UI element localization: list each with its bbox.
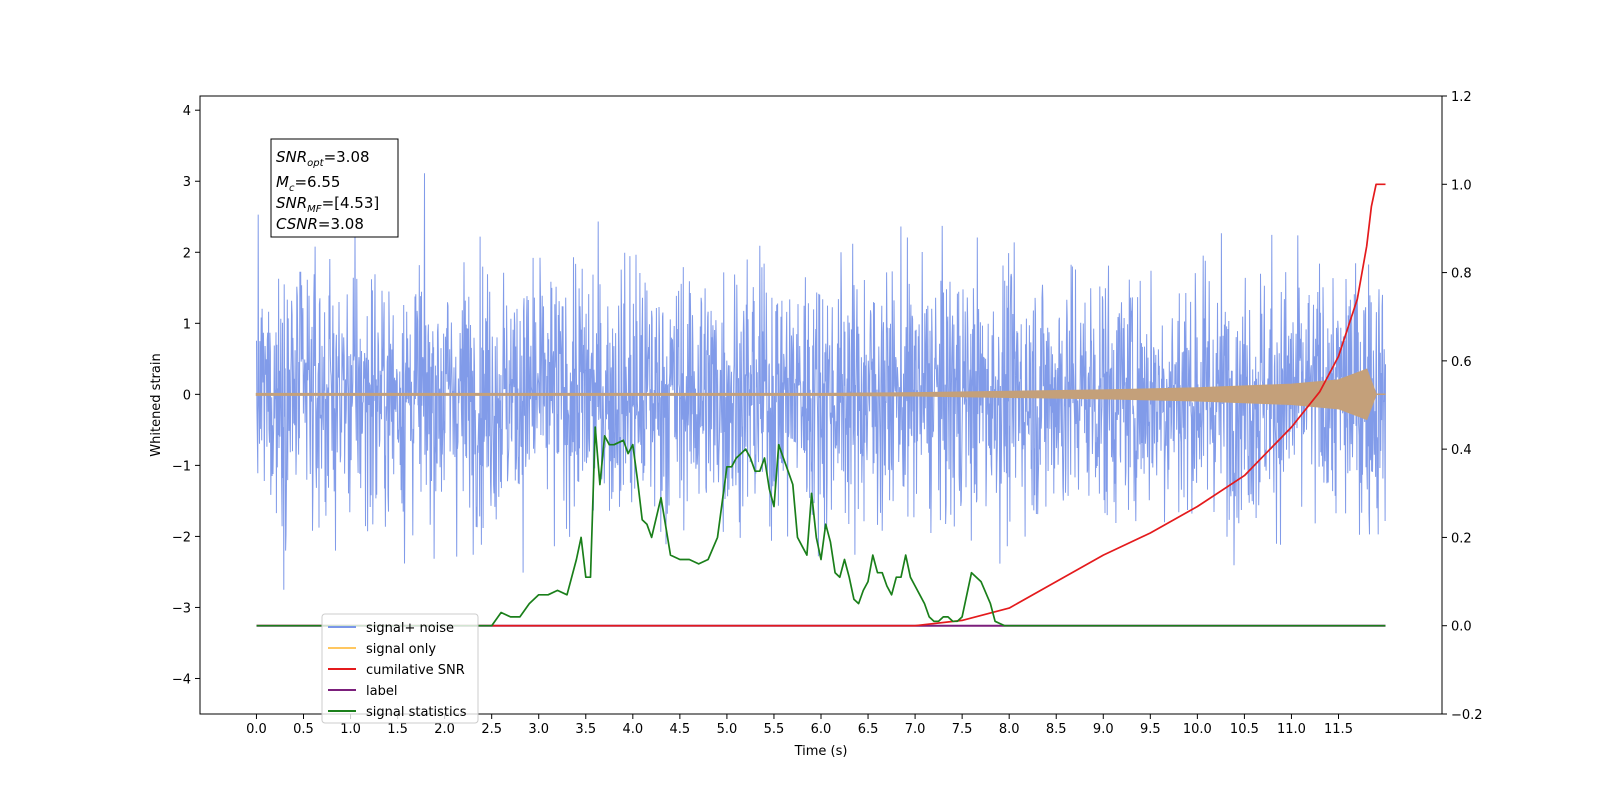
x-tick-label: 6.5 — [858, 722, 879, 737]
annotation-value: =3.08 — [324, 148, 370, 166]
series-signal-statistics-line — [256, 426, 1386, 627]
y-tick-label: −4 — [172, 672, 191, 687]
legend-label: cumilative SNR — [366, 663, 465, 678]
y2-tick-label: 0.6 — [1451, 355, 1472, 370]
x-tick-label: 11.5 — [1324, 722, 1353, 737]
legend-frame — [321, 613, 479, 724]
y-axis-right: 1.2 1.0 0.8 0.6 0.4 0.2 0.0 −0.2 — [1442, 90, 1483, 723]
x-tick-label: 4.0 — [622, 722, 643, 737]
y2-tick-label: 0.2 — [1451, 531, 1472, 546]
annotation-symbol: SNR — [276, 194, 307, 212]
annotation-value: =3.08 — [318, 215, 364, 233]
x-tick-label: 6.0 — [811, 722, 832, 737]
annotation-symbol: CSNR — [276, 215, 318, 233]
x-axis-label: Time (s) — [794, 744, 848, 759]
y-tick-label: 2 — [183, 246, 191, 261]
x-tick-label: 9.5 — [1140, 722, 1161, 737]
legend: signal+ noise signal only cumilative SNR la… — [321, 613, 479, 724]
x-tick-label: 5.5 — [764, 722, 785, 737]
y-axis-left: 4 3 2 1 0 −1 −2 −3 −4 — [172, 104, 200, 687]
legend-label: signal+ noise — [366, 621, 454, 636]
annotation-symbol: M — [276, 173, 289, 191]
x-tick-label: 1.0 — [340, 722, 361, 737]
annotation-subscript: c — [289, 183, 295, 194]
y2-tick-label: −0.2 — [1451, 708, 1483, 723]
x-tick-label: 10.5 — [1230, 722, 1259, 737]
y2-tick-label: 1.2 — [1451, 90, 1472, 105]
legend-label: label — [366, 684, 397, 699]
y-tick-label: 0 — [183, 388, 191, 403]
x-tick-label: 10.0 — [1183, 722, 1212, 737]
annotation-line: SNRMF=[4.53] — [276, 194, 379, 215]
y-tick-label: 1 — [183, 317, 191, 332]
annotation-value: =[4.53] — [322, 194, 380, 212]
x-tick-label: 8.0 — [999, 722, 1020, 737]
series-signal-only-line — [255, 368, 1386, 421]
annotation-box: SNRopt=3.08 Mc=6.55 SNRMF=[4.53] CSNR=3.… — [270, 138, 399, 238]
x-tick-label: 4.5 — [670, 722, 691, 737]
y2-tick-label: 1.0 — [1451, 178, 1472, 193]
annotation-frame — [270, 138, 399, 238]
y2-tick-label: 0.0 — [1451, 620, 1472, 635]
x-tick-label: 3.0 — [528, 722, 549, 737]
annotation-line: Mc=6.55 — [276, 173, 340, 194]
y2-tick-label: 0.4 — [1451, 443, 1472, 458]
y-tick-label: 4 — [183, 104, 191, 119]
legend-label: signal statistics — [366, 705, 467, 720]
x-tick-label: 9.0 — [1093, 722, 1114, 737]
x-tick-label: 0.0 — [246, 722, 267, 737]
x-tick-label: 2.5 — [481, 722, 502, 737]
annotation-value: =6.55 — [294, 173, 340, 191]
x-tick-label: 7.5 — [952, 722, 973, 737]
x-tick-label: 3.5 — [575, 722, 596, 737]
legend-label: signal only — [366, 642, 436, 657]
annotation-line: SNRopt=3.08 — [276, 148, 370, 169]
x-tick-label: 8.5 — [1046, 722, 1067, 737]
annotation-subscript: opt — [307, 158, 324, 169]
annotation-line: CSNR=3.08 — [276, 215, 364, 233]
annotation-subscript: MF — [307, 204, 322, 215]
x-tick-label: 11.0 — [1277, 722, 1306, 737]
y-tick-label: −3 — [172, 601, 191, 616]
x-axis: 0.0 0.5 1.0 1.5 2.0 2.5 3.0 3.5 4.0 4.5 5.0 5.5 6.0 6… — [246, 714, 1353, 737]
y-tick-label: −1 — [172, 459, 191, 474]
x-tick-label: 1.5 — [387, 722, 408, 737]
annotation-symbol: SNR — [276, 148, 307, 166]
x-tick-label: 5.0 — [717, 722, 738, 737]
y2-tick-label: 0.8 — [1451, 267, 1472, 282]
x-tick-label: 0.5 — [293, 722, 314, 737]
y-tick-label: 3 — [183, 175, 191, 190]
x-tick-label: 7.0 — [905, 722, 926, 737]
y-axis-label: Whitened strain — [149, 353, 164, 456]
y-tick-label: −2 — [172, 530, 191, 545]
x-tick-label: 2.0 — [434, 722, 455, 737]
